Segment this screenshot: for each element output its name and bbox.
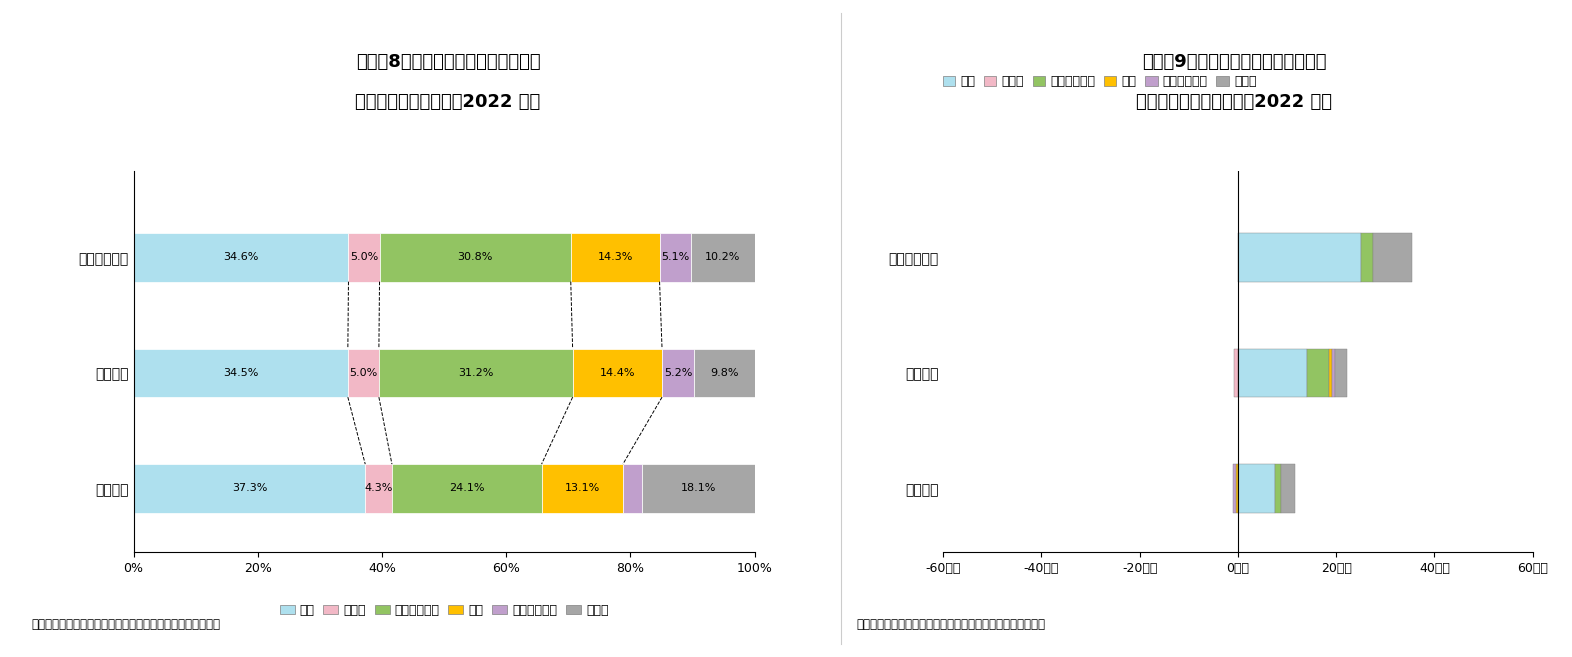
Bar (379, 349, 572, 397)
Bar (134, 233, 349, 282)
Text: 5.2%: 5.2% (663, 368, 692, 378)
Bar (660, 233, 692, 282)
Text: 30.8%: 30.8% (457, 252, 494, 262)
Text: 9.8%: 9.8% (711, 368, 739, 378)
Text: オフィス面積構成比（2022 年）: オフィス面積構成比（2022 年） (355, 93, 541, 111)
Text: 5.0%: 5.0% (349, 368, 377, 378)
Bar (662, 349, 695, 397)
Text: 18.1%: 18.1% (681, 484, 717, 493)
Bar (1239, 464, 1275, 512)
Bar (1328, 349, 1331, 397)
Bar (1275, 464, 1281, 512)
Bar (623, 464, 643, 512)
Bar (1372, 233, 1412, 282)
Text: 5.1%: 5.1% (662, 252, 690, 262)
Text: 10.2%: 10.2% (706, 252, 740, 262)
Text: 4.3%: 4.3% (365, 484, 393, 493)
Bar (643, 464, 755, 512)
Bar (347, 349, 379, 397)
Text: 図表－9　大阪ビジネス地区の地区別: 図表－9 大阪ビジネス地区の地区別 (1141, 53, 1327, 72)
Text: 31.2%: 31.2% (457, 368, 494, 378)
Bar (379, 233, 571, 282)
Bar (1239, 349, 1306, 397)
Bar (1232, 464, 1236, 512)
Text: （出所）三鬼商事のデータを基にニッセイ基礎研究所が作成: （出所）三鬼商事のデータを基にニッセイ基礎研究所が作成 (31, 618, 220, 631)
Text: 34.5%: 34.5% (223, 368, 258, 378)
Bar (1236, 464, 1239, 512)
Text: 5.0%: 5.0% (351, 252, 379, 262)
Bar (1239, 233, 1361, 282)
Bar (1281, 464, 1295, 512)
Text: （出所）三鬼商事のデータを基にニッセイ基礎研究所が作成: （出所）三鬼商事のデータを基にニッセイ基礎研究所が作成 (857, 618, 1045, 631)
Text: 34.6%: 34.6% (223, 252, 259, 262)
Bar (1331, 349, 1335, 397)
Bar (572, 349, 662, 397)
Text: 24.1%: 24.1% (450, 484, 484, 493)
Bar (365, 464, 391, 512)
Bar (695, 349, 755, 397)
Bar (1306, 349, 1328, 397)
Text: 14.4%: 14.4% (599, 368, 635, 378)
Bar (1335, 349, 1347, 397)
Bar (134, 349, 347, 397)
Text: 13.1%: 13.1% (564, 484, 601, 493)
Bar (542, 464, 623, 512)
Bar (134, 464, 365, 512)
Bar (391, 464, 542, 512)
Text: 14.3%: 14.3% (597, 252, 634, 262)
Bar (571, 233, 660, 282)
Text: 図表－8　大阪ビジネス地区の地区別: 図表－8 大阪ビジネス地区の地区別 (355, 53, 541, 72)
Bar (1361, 233, 1372, 282)
Bar (692, 233, 755, 282)
Bar (349, 233, 379, 282)
Text: 37.3%: 37.3% (231, 484, 267, 493)
Legend: 梅田, 南森町, 淀屋橋・本町, 船場, 心斎橋・難波, 新大阪: 梅田, 南森町, 淀屋橋・本町, 船場, 心斎橋・難波, 新大阪 (937, 70, 1261, 93)
Bar (1234, 349, 1239, 397)
Legend: 梅田, 南森町, 淀屋橋・本町, 船場, 心斎橋・難波, 新大阪: 梅田, 南森町, 淀屋橋・本町, 船場, 心斎橋・難波, 新大阪 (275, 599, 613, 622)
Text: オフィス需給面積増分（2022 年）: オフィス需給面積増分（2022 年） (1137, 93, 1331, 111)
